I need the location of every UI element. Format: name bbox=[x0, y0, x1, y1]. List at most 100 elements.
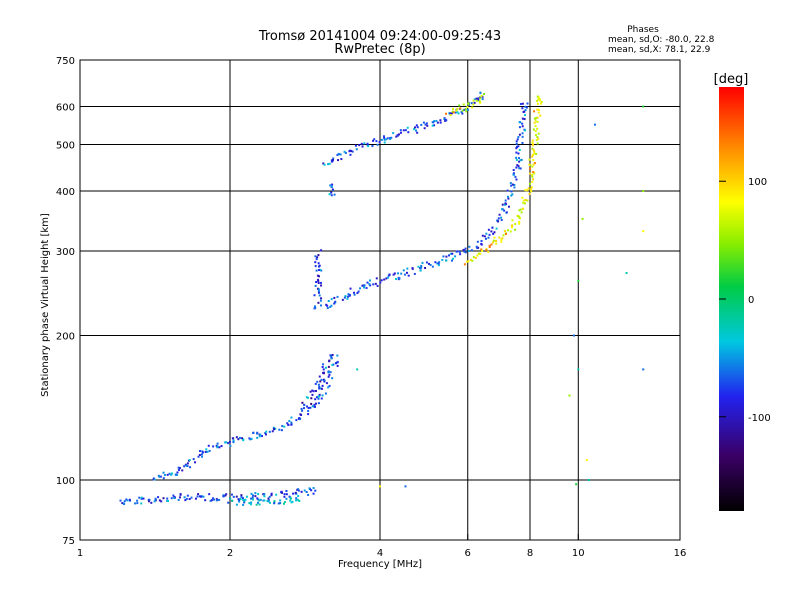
data-point bbox=[444, 119, 447, 122]
data-point bbox=[177, 469, 180, 472]
data-point bbox=[454, 111, 457, 114]
data-point bbox=[435, 119, 438, 122]
data-point bbox=[184, 499, 187, 502]
data-point bbox=[178, 496, 181, 499]
y-tick-label: 600 bbox=[56, 103, 75, 114]
data-point bbox=[235, 503, 238, 506]
data-point bbox=[241, 497, 244, 500]
data-point bbox=[416, 126, 419, 129]
y-tick-label: 400 bbox=[56, 187, 75, 198]
data-point bbox=[314, 265, 317, 268]
data-point bbox=[295, 499, 298, 502]
data-point bbox=[278, 428, 281, 431]
data-point bbox=[363, 142, 366, 145]
data-point bbox=[383, 278, 386, 281]
data-point bbox=[437, 264, 440, 267]
data-point bbox=[328, 360, 331, 363]
data-point bbox=[479, 252, 482, 255]
data-point bbox=[318, 275, 321, 278]
data-point bbox=[518, 157, 521, 160]
data-point bbox=[515, 178, 518, 181]
data-point bbox=[439, 121, 442, 124]
data-point bbox=[413, 128, 416, 131]
data-point bbox=[177, 466, 180, 469]
data-point bbox=[287, 423, 290, 426]
data-point bbox=[309, 390, 312, 393]
data-point bbox=[331, 183, 334, 186]
data-point bbox=[518, 216, 521, 219]
data-point bbox=[536, 99, 539, 102]
data-point bbox=[469, 258, 472, 261]
data-point bbox=[385, 277, 388, 280]
data-point bbox=[338, 153, 341, 156]
data-point bbox=[521, 125, 524, 128]
data-point bbox=[466, 108, 469, 111]
data-point bbox=[283, 425, 286, 428]
stats-heading: Phases bbox=[627, 25, 659, 35]
data-point bbox=[190, 496, 193, 499]
data-point bbox=[456, 250, 459, 253]
data-point bbox=[450, 112, 453, 115]
data-point bbox=[267, 499, 270, 502]
data-point bbox=[535, 152, 538, 155]
data-point bbox=[244, 498, 247, 501]
data-point bbox=[395, 135, 398, 138]
data-point bbox=[577, 368, 580, 371]
data-point bbox=[275, 493, 278, 496]
data-point bbox=[518, 126, 521, 129]
data-point bbox=[307, 413, 310, 416]
data-point bbox=[218, 498, 221, 501]
data-point bbox=[336, 153, 339, 156]
data-point bbox=[257, 493, 260, 496]
data-point bbox=[330, 298, 333, 301]
data-point bbox=[290, 423, 293, 426]
data-point bbox=[351, 150, 354, 153]
data-point bbox=[263, 493, 266, 496]
data-point bbox=[328, 384, 331, 387]
data-point bbox=[317, 262, 320, 265]
data-point bbox=[255, 432, 258, 435]
data-point bbox=[211, 497, 214, 500]
data-point bbox=[317, 397, 320, 400]
data-point bbox=[374, 282, 377, 285]
data-point bbox=[424, 267, 427, 270]
data-point bbox=[280, 490, 283, 493]
data-point bbox=[519, 103, 522, 106]
data-point bbox=[316, 380, 319, 383]
data-point bbox=[443, 118, 446, 121]
data-point bbox=[317, 269, 320, 272]
data-point bbox=[286, 422, 289, 425]
data-point bbox=[534, 134, 537, 137]
data-point bbox=[460, 111, 463, 114]
data-point bbox=[316, 278, 319, 281]
data-point bbox=[507, 197, 510, 200]
data-point bbox=[314, 405, 317, 408]
data-point bbox=[312, 492, 315, 495]
data-point bbox=[320, 387, 323, 390]
data-point bbox=[231, 499, 234, 502]
data-point bbox=[232, 439, 235, 442]
data-point bbox=[504, 199, 507, 202]
data-point bbox=[386, 137, 389, 140]
data-point bbox=[535, 117, 538, 120]
colorbar-tick-label: -100 bbox=[748, 413, 771, 424]
data-point bbox=[206, 450, 209, 453]
data-point bbox=[183, 465, 186, 468]
data-point bbox=[429, 263, 432, 266]
data-point bbox=[539, 99, 542, 102]
data-point bbox=[470, 249, 473, 252]
data-point bbox=[232, 495, 235, 498]
data-point bbox=[281, 491, 284, 494]
data-point bbox=[173, 496, 176, 499]
data-point bbox=[220, 445, 223, 448]
data-point bbox=[258, 435, 261, 438]
data-point bbox=[307, 493, 310, 496]
data-point bbox=[320, 269, 323, 272]
data-point bbox=[153, 478, 156, 481]
data-point bbox=[174, 473, 177, 476]
data-point bbox=[526, 189, 529, 192]
data-point bbox=[642, 230, 645, 233]
data-point bbox=[232, 441, 235, 444]
data-point bbox=[463, 250, 466, 253]
data-point bbox=[464, 108, 467, 111]
